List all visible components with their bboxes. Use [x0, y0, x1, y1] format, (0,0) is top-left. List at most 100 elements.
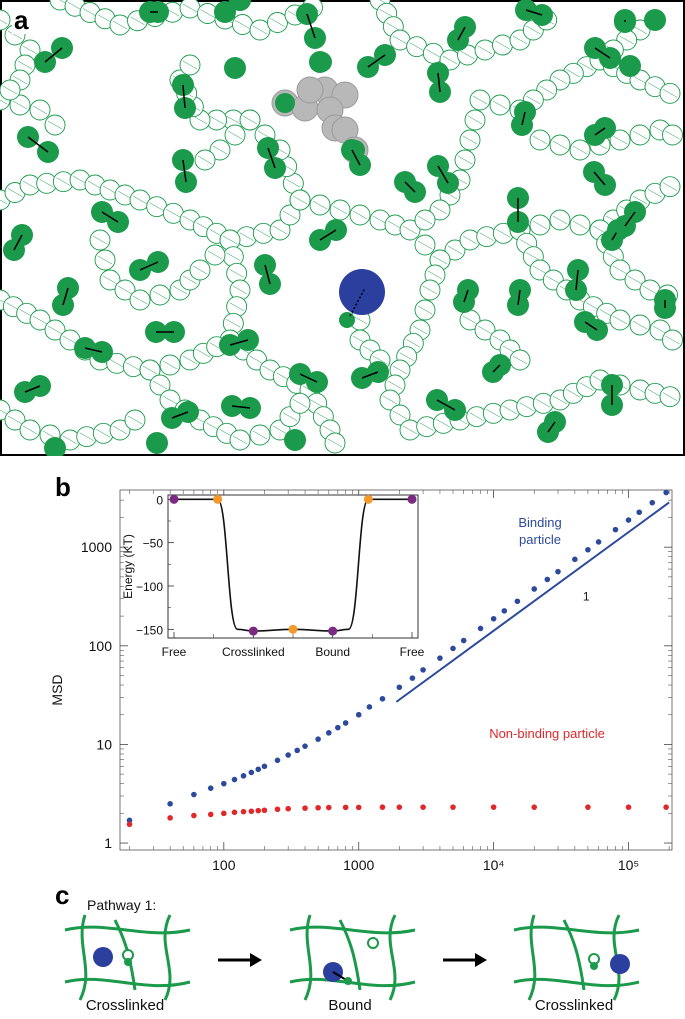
bead-bond [402, 225, 418, 235]
state-label-1: Crosslinked [86, 997, 164, 1014]
bead-bond [382, 395, 398, 405]
energy-state-point [248, 626, 258, 636]
bead-bond [166, 209, 181, 218]
bead-bond [112, 20, 128, 30]
bead-bond [130, 16, 145, 25]
bead-bond [372, 355, 388, 365]
nonbinding-point [396, 804, 403, 810]
nonbinding-point [231, 809, 238, 816]
bead-bond [387, 220, 403, 230]
bead-bond [292, 399, 308, 408]
bead-bond [22, 180, 38, 190]
bead-bond [526, 95, 541, 105]
solid-bead [619, 55, 641, 77]
energy-state-point [288, 624, 298, 634]
pathway-title: Pathway 1: [87, 897, 157, 913]
binding-point [625, 517, 632, 523]
nonbinding-point [315, 804, 321, 811]
bead-bond [79, 432, 94, 441]
filament [64, 977, 191, 988]
binding-point [274, 757, 281, 764]
dimer-bond [351, 149, 361, 166]
dimer-bond [492, 364, 501, 373]
filament [289, 925, 416, 935]
bead-bond [32, 105, 48, 115]
inset-frame [167, 494, 419, 639]
bead-bond [252, 25, 268, 35]
bead-bond [209, 115, 224, 125]
bead-bond [182, 3, 198, 13]
binding-point [490, 615, 497, 622]
energy-state-point [169, 494, 179, 504]
dimer-bond [594, 47, 611, 59]
plot-frame [119, 489, 673, 851]
bead-bond [392, 410, 408, 420]
probe-particle [93, 947, 113, 967]
binding-point [335, 724, 341, 731]
bead-bond [472, 95, 488, 105]
solid-bead [146, 432, 168, 454]
dimer-bond [594, 127, 606, 136]
nonbinding-point [240, 808, 247, 815]
bead-bond [352, 210, 368, 220]
bead-bond [447, 245, 463, 255]
nonbinding-point [126, 821, 133, 828]
binding-point [294, 747, 301, 754]
bead-bond [117, 190, 133, 200]
bead-bond [7, 415, 23, 425]
bead-bond [526, 25, 541, 35]
bead-bond [579, 62, 594, 71]
dimer-bond [319, 229, 337, 241]
bead-bond [152, 290, 168, 300]
bead-bond [512, 35, 528, 45]
bead-bond [419, 422, 434, 431]
bead-bond [496, 229, 511, 238]
bead-bond [82, 8, 98, 17]
dimer-bond [101, 211, 119, 223]
panel-c-pathway: c Pathway 1: Crosslinked Bound Crosslink… [0, 880, 685, 1019]
bead-bond [62, 435, 78, 445]
bead-bond [162, 360, 178, 370]
binding-point [261, 763, 268, 770]
bead-bond [566, 389, 581, 398]
nonbinding-point [342, 804, 349, 811]
inset-x-tick-label: Free [162, 645, 187, 659]
dimer-bond [139, 261, 159, 271]
dimer-bond [463, 289, 469, 303]
bead-bond [249, 355, 264, 365]
state-label-3: Crosslinked [535, 997, 613, 1014]
binding-point [450, 645, 456, 652]
dimer-bond [27, 136, 49, 153]
nonbinding-point [274, 806, 281, 813]
bead-bond [665, 335, 680, 345]
dimer-bond [24, 385, 41, 393]
nonbinding-point [325, 804, 332, 811]
nonbinding-point [355, 804, 362, 811]
bead-bond [327, 438, 343, 448]
nonbinding-point [221, 810, 227, 817]
bead-bond [226, 319, 241, 328]
legend-nonbinding: Non-binding particle [489, 726, 605, 741]
bead-bond [97, 255, 113, 265]
bead-bond [112, 425, 128, 435]
binding-point [595, 539, 602, 545]
bead-bond [552, 140, 568, 150]
dimer-bond [521, 111, 526, 126]
bead-bond [316, 412, 331, 421]
bead-bond [552, 395, 568, 405]
binding-probe [339, 269, 385, 315]
bead-bond [39, 179, 54, 188]
energy-state-point [363, 494, 373, 504]
binding-point [366, 704, 373, 710]
bead-bond [229, 302, 244, 311]
dimer-bond [299, 373, 318, 383]
binding-point [572, 556, 578, 563]
binding-point [409, 675, 416, 681]
bead-bond [412, 325, 428, 335]
binding-point [420, 667, 426, 673]
inset-y-tick-label: −150 [136, 623, 163, 637]
inset-x-tick-label: Bound [315, 645, 350, 659]
dimer-bond [84, 347, 103, 353]
bead-bond [417, 240, 433, 250]
bead-bond [235, 20, 250, 29]
